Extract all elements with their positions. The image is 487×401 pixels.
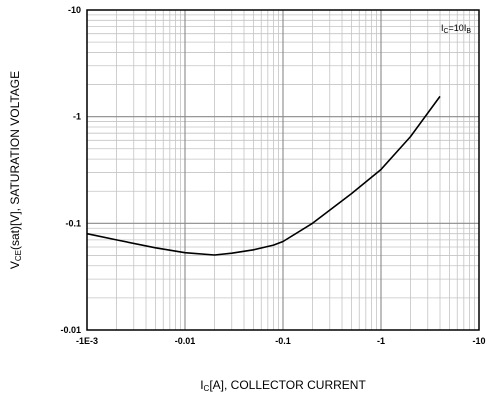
x-tick-label: -0.01 — [175, 336, 196, 346]
y-tick-label: -0.01 — [60, 325, 81, 335]
y-tick-labels: -0.01 -0.1 -1 -10 — [60, 5, 81, 335]
y-tick-label: -1 — [73, 112, 81, 122]
y-tick-label: -0.1 — [65, 218, 81, 228]
x-tick-label: -10 — [472, 336, 485, 346]
annotation-ic-10ib: IC=10IB — [441, 23, 471, 35]
series-line — [86, 95, 441, 256]
plot-frame — [86, 9, 480, 331]
x-tick-labels: -1E-3 -0.01 -0.1 -1 -10 — [76, 336, 486, 346]
x-tick-label: -0.1 — [275, 336, 291, 346]
y-tick-label: -10 — [68, 5, 81, 15]
series-layer — [86, 95, 441, 256]
x-axis-title: IC[A], COLLECTOR CURRENT — [200, 378, 366, 393]
x-tick-label: -1 — [377, 336, 385, 346]
y-axis-title: VCE(sat)[V], SATURATION VOLTAGE — [8, 71, 23, 269]
x-tick-label: -1E-3 — [76, 336, 98, 346]
